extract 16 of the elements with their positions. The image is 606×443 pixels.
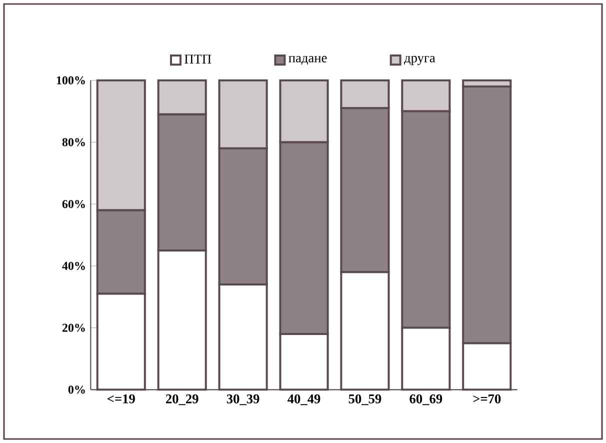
x-tick-label: 50_59 — [348, 394, 382, 406]
legend-label: падане — [288, 56, 327, 65]
y-tick-label: 20% — [62, 324, 85, 332]
y-tick-label: 60% — [62, 200, 85, 208]
x-tick-label: >=70 — [473, 394, 501, 404]
legend-label: ПТП — [184, 54, 212, 64]
y-tick-label: 0% — [68, 386, 85, 394]
y-tick-label: 40% — [62, 262, 85, 270]
x-tick-label: 60_69 — [410, 394, 442, 406]
y-tick-label: 80% — [62, 138, 85, 146]
x-tick-label: 40_49 — [288, 394, 320, 406]
x-tick-label: 20_29 — [166, 394, 198, 406]
x-tick-label: <=19 — [108, 394, 135, 404]
x-tick-label: 30_39 — [226, 394, 260, 406]
y-tick-label: 100% — [56, 76, 85, 84]
legend-label: друга — [404, 56, 436, 66]
